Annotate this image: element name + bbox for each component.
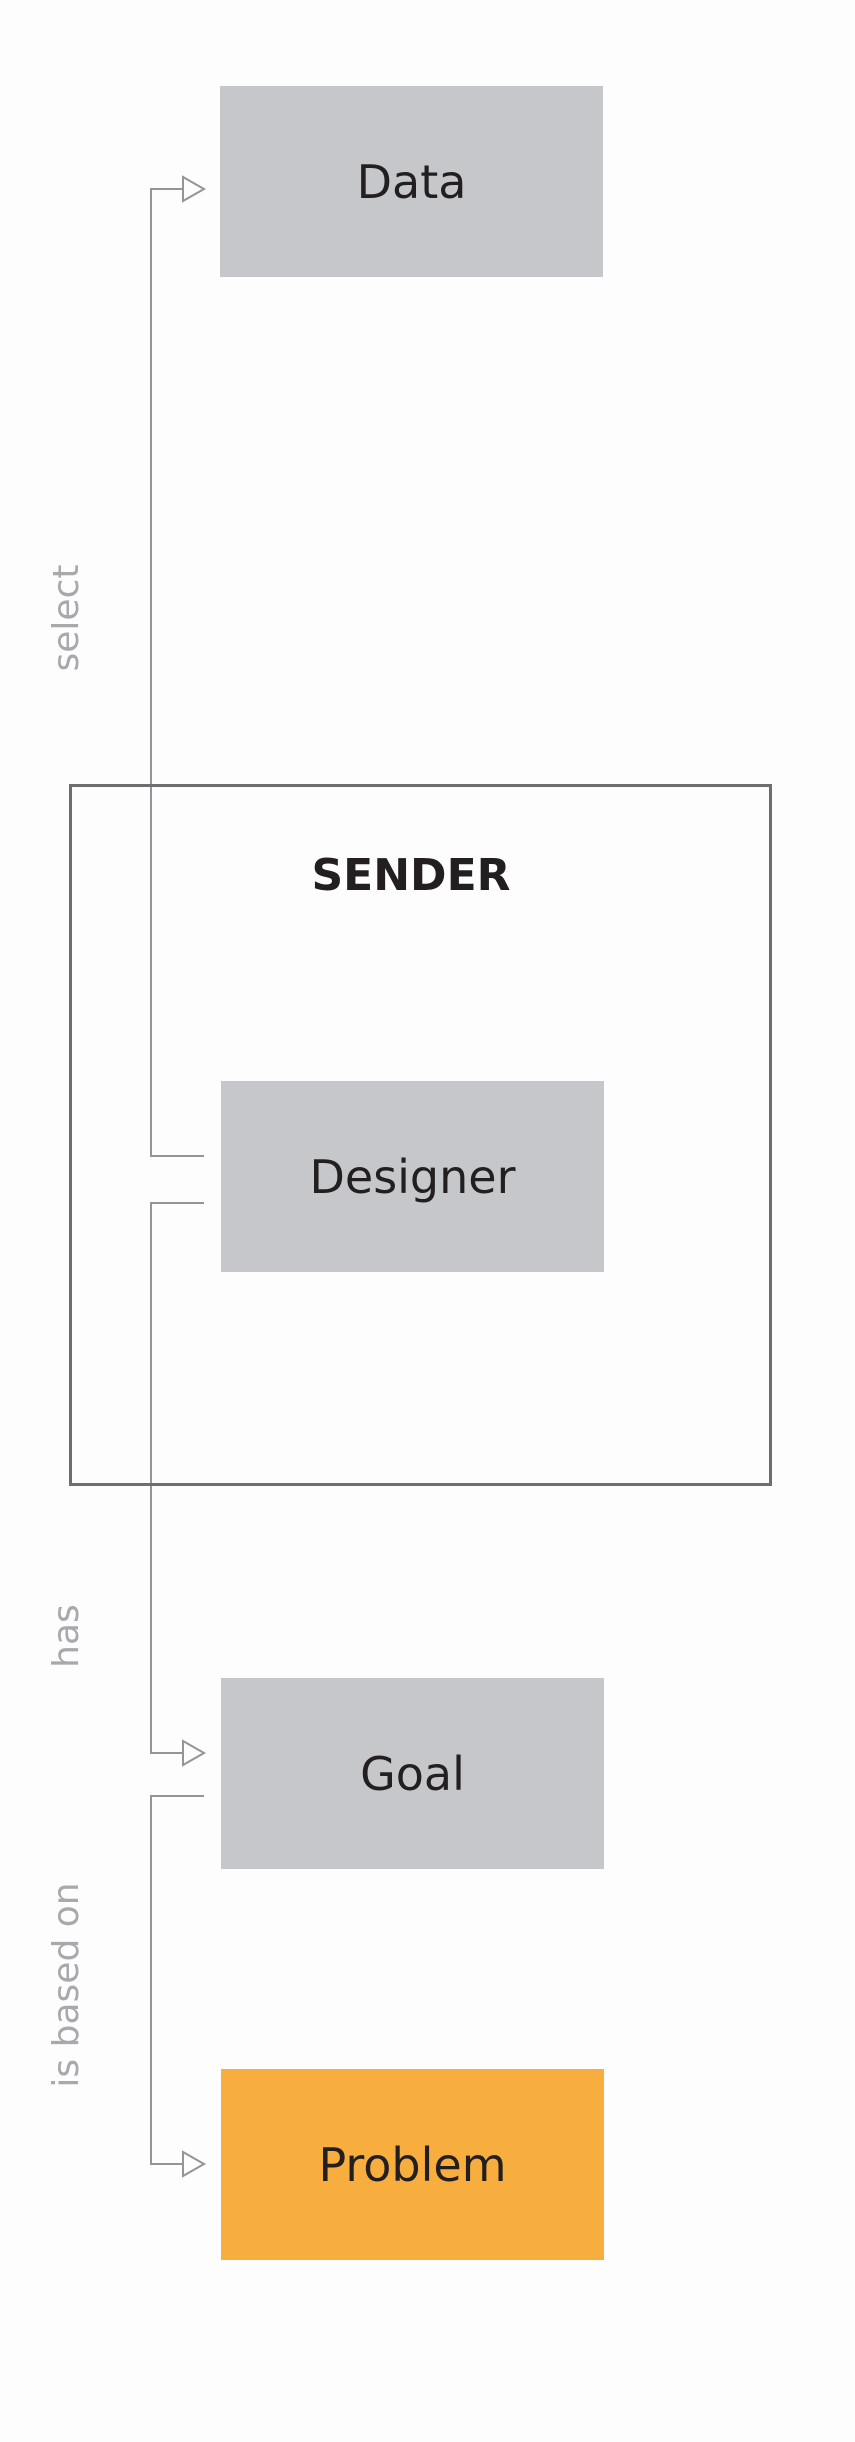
data-node[interactable]: Data xyxy=(220,86,603,277)
edge-has-arrowhead xyxy=(182,1739,207,1767)
edge-label-has: has xyxy=(46,1604,87,1668)
edge-based-on-line xyxy=(150,1795,204,2165)
sender-group-box xyxy=(69,784,772,1486)
goal-node[interactable]: Goal xyxy=(221,1678,604,1869)
edge-label-based-on: is based on xyxy=(46,1882,87,2088)
designer-node-label: Designer xyxy=(309,1149,516,1204)
edge-based-on-arrowhead xyxy=(182,2150,207,2178)
goal-node-label: Goal xyxy=(360,1746,465,1801)
edge-select-line xyxy=(150,188,204,1157)
edge-label-select: select xyxy=(46,564,87,672)
edge-select-arrowhead xyxy=(182,175,207,203)
designer-node[interactable]: Designer xyxy=(221,1081,604,1272)
problem-node[interactable]: Problem xyxy=(221,2069,604,2260)
data-node-label: Data xyxy=(356,154,467,209)
problem-node-label: Problem xyxy=(318,2137,507,2192)
edge-has-line xyxy=(150,1202,204,1754)
sender-group-title: SENDER xyxy=(311,850,511,901)
